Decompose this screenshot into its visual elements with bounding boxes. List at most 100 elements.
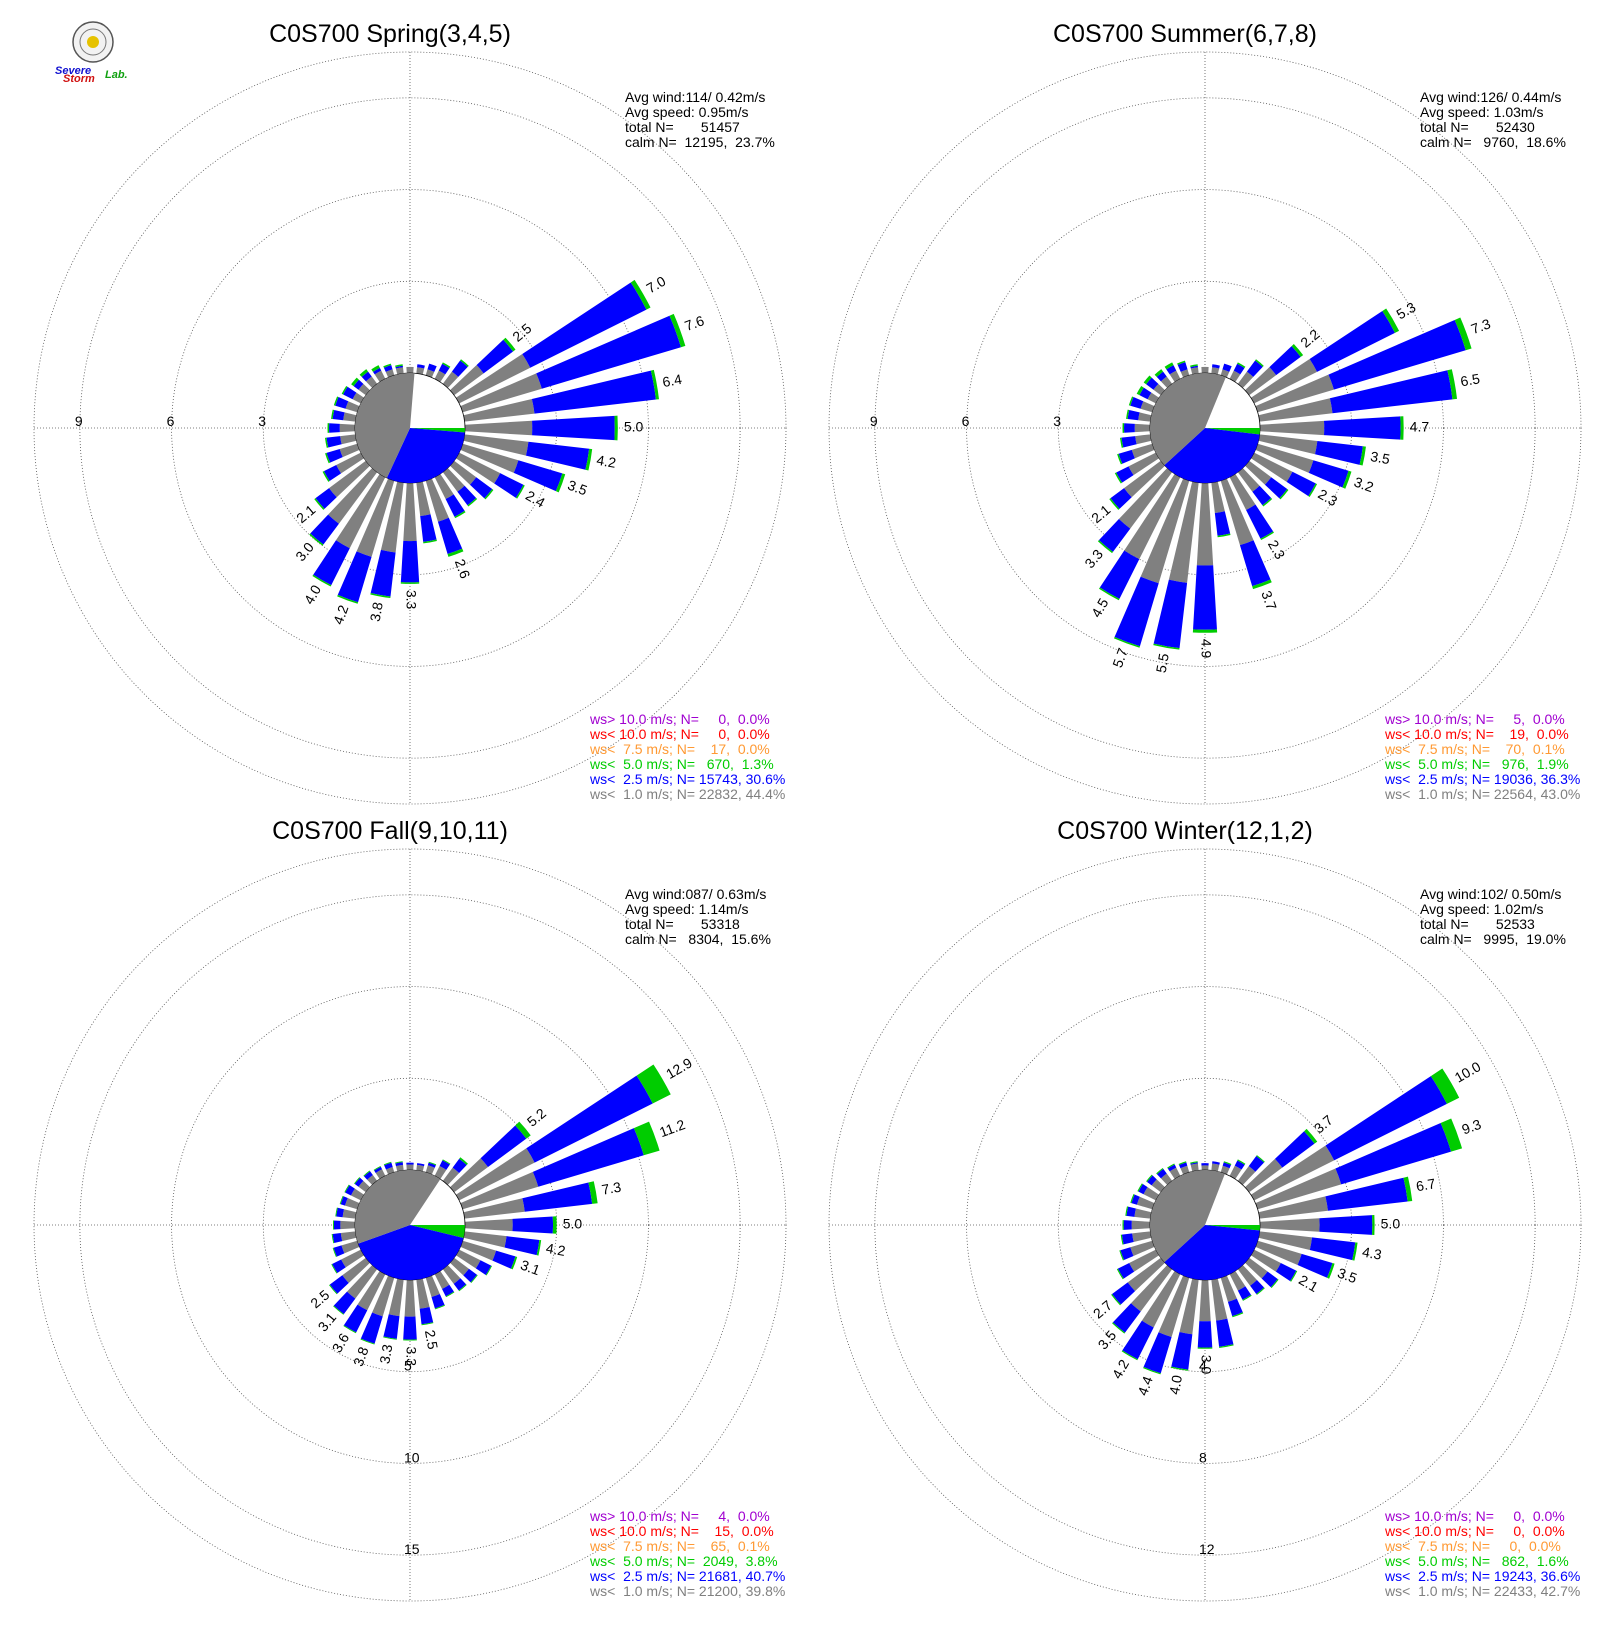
bar-blue bbox=[437, 517, 463, 554]
bar-value-label: 2.5 bbox=[422, 1329, 441, 1351]
bar-green bbox=[1113, 636, 1140, 648]
bar-green bbox=[333, 1305, 344, 1315]
bar-green bbox=[428, 1161, 437, 1166]
bar-green bbox=[309, 533, 324, 546]
bar-blue bbox=[1329, 370, 1453, 414]
bar-green bbox=[331, 1263, 338, 1274]
bar-green bbox=[395, 1161, 403, 1164]
bar-gray bbox=[442, 1167, 460, 1186]
bar-blue bbox=[1201, 1163, 1209, 1166]
bar-gray bbox=[1237, 1264, 1257, 1286]
bar-green bbox=[1122, 1220, 1124, 1230]
bar-gray bbox=[340, 1231, 357, 1242]
bar-value-label: 2.3 bbox=[1265, 537, 1289, 562]
bar-blue bbox=[492, 1250, 516, 1269]
bar-gray bbox=[434, 473, 454, 500]
bar-value-label: 5.0 bbox=[563, 1216, 583, 1232]
bar-blue bbox=[335, 397, 349, 409]
outer-ring bbox=[33, 848, 787, 1602]
bar-green bbox=[1400, 416, 1404, 440]
bar-blue bbox=[326, 436, 342, 448]
bar-gray bbox=[1151, 1179, 1166, 1193]
bar-blue bbox=[1309, 1237, 1356, 1261]
bar-green bbox=[460, 359, 469, 367]
bar-blue bbox=[310, 514, 339, 545]
bar-blue bbox=[1250, 1279, 1265, 1295]
bar-blue bbox=[326, 448, 343, 463]
bar-green bbox=[1128, 396, 1134, 406]
bar-green bbox=[1237, 362, 1246, 369]
bar-blue bbox=[457, 485, 477, 506]
bar-blue bbox=[395, 1162, 404, 1167]
bar-blue bbox=[451, 360, 468, 377]
bar-gray bbox=[358, 1180, 371, 1193]
bar-gray bbox=[442, 467, 465, 492]
bar-green bbox=[332, 1220, 335, 1230]
bar-blue bbox=[1328, 319, 1466, 390]
bar-gray bbox=[356, 478, 395, 557]
bar-blue bbox=[442, 1284, 454, 1297]
bar-blue bbox=[522, 282, 647, 368]
bar-green bbox=[588, 1181, 598, 1204]
bar-blue bbox=[1167, 1164, 1177, 1172]
bar-blue bbox=[1325, 1076, 1447, 1161]
bar-gray bbox=[328, 467, 378, 524]
calm-sector-green bbox=[1205, 428, 1260, 435]
bar-value-label: 3.5 bbox=[1335, 1265, 1359, 1287]
bar-blue bbox=[1264, 477, 1288, 499]
bar-blue bbox=[419, 1307, 434, 1325]
bar-blue bbox=[1248, 1155, 1265, 1172]
stat-line: calm N= 12195, 23.7% bbox=[625, 134, 775, 150]
wind-rose-panel: 3 6 9 2.2 5.3 7.3 6.5 4.7 3.5 3.2 2.3 2.3 3.7 4.9 5.5 5… bbox=[828, 20, 1582, 805]
bar-blue bbox=[1308, 460, 1349, 488]
bar-blue bbox=[329, 1275, 349, 1294]
bar-gray bbox=[1128, 452, 1160, 476]
bar-green bbox=[669, 313, 686, 348]
bar-blue bbox=[531, 370, 656, 414]
bar-green bbox=[434, 1304, 445, 1310]
bar-green bbox=[1192, 629, 1218, 633]
bar-gray bbox=[455, 452, 501, 484]
bar-value-label: 2.7 bbox=[1090, 1297, 1115, 1322]
stat-line: total N= 52533 bbox=[1420, 916, 1535, 932]
bar-green bbox=[423, 539, 437, 544]
bar-blue bbox=[1116, 466, 1134, 483]
bar-blue bbox=[1126, 1206, 1136, 1217]
bar-value-label: 2.3 bbox=[1315, 486, 1340, 510]
bar-green bbox=[1112, 1322, 1126, 1334]
bar-gray bbox=[339, 443, 360, 458]
bar-value-label: 4.7 bbox=[1410, 419, 1430, 435]
bar-gray bbox=[1199, 1279, 1211, 1322]
bar-gray bbox=[1169, 1167, 1181, 1180]
stat-line: calm N= 9760, 18.6% bbox=[1420, 134, 1566, 150]
bar-gray bbox=[1229, 1165, 1242, 1180]
bar-gray bbox=[1190, 367, 1199, 375]
stat-line: Avg speed: 0.95m/s bbox=[625, 104, 748, 120]
bar-blue bbox=[1269, 346, 1301, 376]
bar-blue bbox=[1127, 409, 1140, 421]
bar-value-label: 3.8 bbox=[367, 601, 386, 623]
bar-value-label: 2.2 bbox=[1297, 326, 1322, 351]
bar-value-label: 5.0 bbox=[624, 419, 644, 435]
bar-green bbox=[1304, 1128, 1318, 1144]
bar-gray bbox=[1140, 478, 1190, 584]
bar-gray bbox=[1118, 467, 1173, 529]
bar-green bbox=[1342, 470, 1352, 489]
bar-blue bbox=[315, 488, 337, 509]
bar-green bbox=[1372, 1214, 1375, 1236]
ring-label: 6 bbox=[167, 413, 175, 429]
bar-blue bbox=[1099, 550, 1140, 599]
bar-gray bbox=[463, 1198, 525, 1219]
bar-value-label: 4.0 bbox=[301, 582, 325, 607]
bar-gray bbox=[463, 1231, 507, 1248]
bar-value-label: 2.5 bbox=[307, 1286, 332, 1311]
bar-green bbox=[363, 1170, 371, 1177]
stat-line: total N= 51457 bbox=[625, 119, 740, 135]
bar-blue bbox=[364, 1171, 373, 1180]
bar-blue bbox=[323, 464, 342, 481]
bar-gray bbox=[395, 1164, 404, 1172]
bar-green bbox=[503, 337, 516, 352]
bar-green bbox=[324, 437, 329, 448]
bar-value-label: 3.6 bbox=[329, 1330, 353, 1355]
bar-green bbox=[333, 396, 339, 406]
